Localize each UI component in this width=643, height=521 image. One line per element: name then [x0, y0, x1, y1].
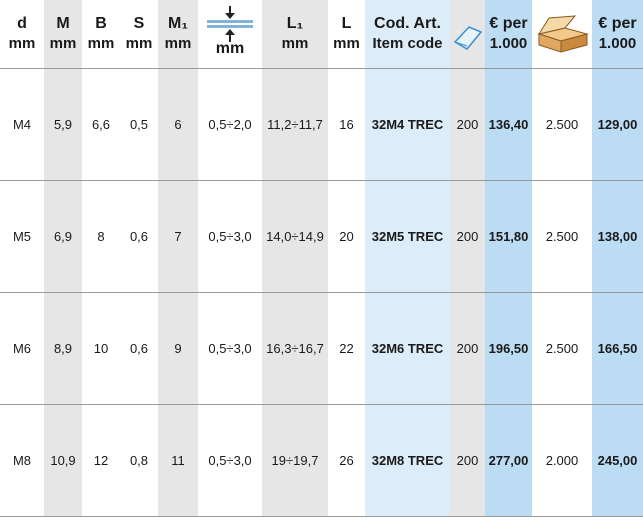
cell: 14,0÷14,9 [262, 180, 328, 293]
cell: 200 [450, 180, 485, 293]
cell: 12 [82, 404, 120, 517]
table-row: M4 5,9 6,6 0,5 6 0,5÷2,0 11,2÷11,7 16 32M4 TREC 2… [0, 68, 643, 181]
cell: 19÷19,7 [262, 404, 328, 517]
cell: 32M6 TREC [365, 292, 450, 405]
cell: 2.000 [532, 404, 592, 517]
table-row: M5 6,9 8 0,6 7 0,5÷3,0 14,0÷14,9 20 32M5 TREC 200… [0, 180, 643, 293]
header-text: Cod. Art. [374, 15, 441, 32]
cell: 151,80 [485, 180, 532, 293]
cell: 8 [82, 180, 120, 293]
piece-icon [453, 26, 483, 50]
cell: 0,5÷3,0 [198, 292, 262, 405]
header-text: S [133, 15, 145, 32]
cell: 2.500 [532, 68, 592, 181]
cell: 5,9 [44, 68, 82, 181]
header-text: mm [333, 35, 360, 52]
cell: 0,6 [120, 180, 158, 293]
cell: 8,9 [44, 292, 82, 405]
cell: 16,3÷16,7 [262, 292, 328, 405]
header-text: € per [489, 15, 528, 32]
cell: 200 [450, 292, 485, 405]
header-text: L₁ [286, 15, 304, 32]
cell: 26 [328, 404, 365, 517]
cell: 10,9 [44, 404, 82, 517]
header-text: mm [49, 35, 77, 52]
header-text: 1.000 [489, 35, 528, 52]
cell: 11,2÷11,7 [262, 68, 328, 181]
header-cell: d mm [0, 0, 44, 69]
header-text: M₁ [168, 15, 188, 32]
cell: 32M8 TREC [365, 404, 450, 517]
cell: 129,00 [592, 68, 643, 181]
cell: 22 [328, 292, 365, 405]
header-text: € per [598, 15, 637, 32]
header-text: d [17, 15, 27, 32]
header-cell: € per 1.000 [485, 0, 532, 69]
cell: M6 [0, 292, 44, 405]
cell: 0,5÷3,0 [198, 404, 262, 517]
cell: 136,40 [485, 68, 532, 181]
cell: 6,9 [44, 180, 82, 293]
header-text: mm [8, 35, 36, 52]
cell: 166,50 [592, 292, 643, 405]
cell: 0,5÷3,0 [198, 180, 262, 293]
cell: 0,8 [120, 404, 158, 517]
cell: 20 [328, 180, 365, 293]
cell: 32M5 TREC [365, 180, 450, 293]
cell: M8 [0, 404, 44, 517]
cell: 9 [158, 292, 198, 405]
cell: 6,6 [82, 68, 120, 181]
cell: 196,50 [485, 292, 532, 405]
cell: 0,5÷2,0 [198, 68, 262, 181]
header-cell: Cod. Art. Item code [365, 0, 450, 69]
cell: 2.500 [532, 292, 592, 405]
cell: 0,6 [120, 292, 158, 405]
box-icon [537, 15, 589, 53]
cell: M5 [0, 180, 44, 293]
header-cell: L₁ mm [262, 0, 328, 69]
cell: 245,00 [592, 404, 643, 517]
cell: 7 [158, 180, 198, 293]
header-cell: € per 1.000 [592, 0, 643, 69]
cell: 0,5 [120, 68, 158, 181]
header-text: mm [281, 35, 309, 52]
header-text: Item code [372, 35, 443, 52]
table-row: M6 8,9 10 0,6 9 0,5÷3,0 16,3÷16,7 22 32M6 TREC 20… [0, 292, 643, 405]
cell: 32M4 TREC [365, 68, 450, 181]
header-text: mm [215, 40, 245, 57]
table-row: M8 10,9 12 0,8 11 0,5÷3,0 19÷19,7 26 32M8 TREC 20… [0, 404, 643, 517]
header-text: L [341, 15, 352, 32]
cell: M4 [0, 68, 44, 181]
header-cell: M₁ mm [158, 0, 198, 69]
header-text: mm [125, 35, 153, 52]
cell: 200 [450, 404, 485, 517]
cell: 277,00 [485, 404, 532, 517]
cell: 10 [82, 292, 120, 405]
cell: 16 [328, 68, 365, 181]
cell: 2.500 [532, 180, 592, 293]
header-text: mm [87, 35, 115, 52]
header-text: B [95, 15, 107, 32]
cell: 200 [450, 68, 485, 181]
cell: 6 [158, 68, 198, 181]
cell: 11 [158, 404, 198, 517]
press-icon [207, 6, 253, 42]
header-text: M [56, 15, 70, 32]
header-text: mm [164, 35, 192, 52]
header-text: 1.000 [598, 35, 637, 52]
cell: 138,00 [592, 180, 643, 293]
